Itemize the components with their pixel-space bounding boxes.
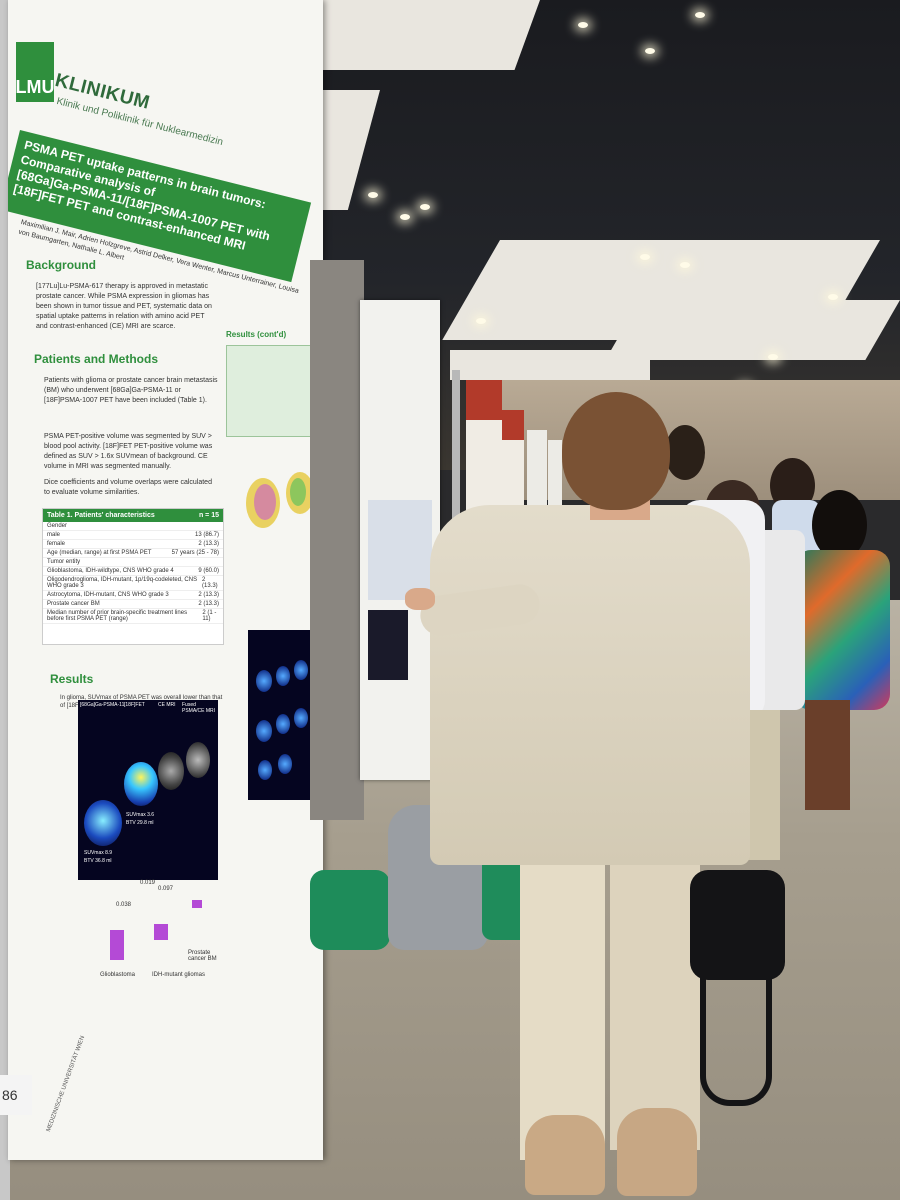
ceiling-light xyxy=(645,48,655,54)
table-header: Table 1. Patients' characteristics n = 1… xyxy=(43,509,223,522)
ceiling-light xyxy=(476,318,486,324)
box-plot-figure: 0.038 0.097 0.019 Glioblastoma IDH-mutan… xyxy=(100,880,217,978)
table-row: Prostate cancer BM 2 (13.3) xyxy=(43,600,223,609)
psma-scan xyxy=(84,800,122,846)
table-row: Age (median, range) at first PSMA PET 57 … xyxy=(43,549,223,558)
main-person-hand xyxy=(405,588,435,610)
person-woman-legs xyxy=(805,700,850,810)
person-white-shirt-pants xyxy=(745,710,780,860)
green-tote-bag xyxy=(310,870,390,950)
second-poster xyxy=(360,300,440,780)
ceiling-panel xyxy=(450,350,650,380)
results-right-column: Results (cont'd) xyxy=(226,330,318,630)
ceiling-light xyxy=(420,204,430,210)
venn-diagram-figure xyxy=(244,470,316,540)
poster-board-fabric xyxy=(310,260,364,820)
box-idh-mutant xyxy=(154,924,168,940)
ceiling-light xyxy=(400,214,410,220)
section-patients-methods: Patients and Methods xyxy=(34,352,159,366)
table-n: n = 15 xyxy=(198,512,219,519)
background-text: [177Lu]Lu-PSMA-617 therapy is approved i… xyxy=(36,283,212,330)
section-results: Results xyxy=(50,672,94,686)
ceiling-light xyxy=(695,12,705,18)
patients-table: Table 1. Patients' characteristics n = 1… xyxy=(42,508,224,645)
ceiling-light xyxy=(828,294,838,300)
table-row: Tumor entity xyxy=(43,558,223,567)
table-row: Gender xyxy=(43,522,223,531)
fused-scan xyxy=(186,742,210,778)
methods-text: Patients with glioma or prostate cancer … xyxy=(44,377,218,404)
ceiling-light xyxy=(680,262,690,268)
methods-text-3: Dice coefficients and volume overlaps we… xyxy=(44,479,212,496)
main-person-jacket xyxy=(430,505,750,865)
pet-scan-figure: [68Ga]Ga-PSMA-11 [18F]FET CE MRI Fused P… xyxy=(78,700,218,880)
table-row: Astrocytoma, IDH-mutant, CNS WHO grade 3… xyxy=(43,591,223,600)
section-background: Background xyxy=(26,258,97,272)
black-bag-strap xyxy=(700,960,772,1106)
main-person-head xyxy=(562,392,670,510)
table-row: Median number of prior brain-specific tr… xyxy=(43,609,223,624)
person-woman-head xyxy=(812,490,867,560)
results-table xyxy=(226,345,316,437)
table-row: male 13 (86.7) xyxy=(43,531,223,540)
lmu-logo: LMU xyxy=(16,42,55,102)
poster-board-edge xyxy=(0,0,10,1200)
main-poster: LMU KLINIKUM Klinik und Poliklinik für N… xyxy=(8,0,323,1160)
fet-scan xyxy=(124,762,158,806)
box-glioblastoma xyxy=(110,930,124,960)
main-person-shoe-right xyxy=(617,1108,697,1196)
main-person-pants-right xyxy=(610,860,700,1150)
main-person-pants-left xyxy=(520,860,605,1160)
mri-scan xyxy=(158,752,184,790)
table-row: Oligodendroglioma, IDH-mutant, 1p/19q-co… xyxy=(43,576,223,591)
methods-text-2: PSMA PET-positive volume was segmented b… xyxy=(44,433,213,470)
table-row: Glioblastoma, IDH-wildtype, CNS WHO grad… xyxy=(43,567,223,576)
ceiling-light xyxy=(768,354,778,360)
person-woman-dress xyxy=(795,550,890,710)
ceiling-light xyxy=(578,22,588,28)
table-row: female 2 (13.3) xyxy=(43,540,223,549)
box-prostate xyxy=(192,900,202,908)
university-footer: MEDIZINISCHE UNIVERSITÄT WIEN xyxy=(45,1035,87,1133)
pet-scan-grid xyxy=(248,630,318,800)
board-number: 86 xyxy=(0,1075,32,1115)
person-white-shirt-head xyxy=(665,425,705,480)
main-person-shoe-left xyxy=(525,1115,605,1195)
ceiling-light xyxy=(368,192,378,198)
ceiling-light xyxy=(640,254,650,260)
table-title: Table 1. Patients' characteristics xyxy=(47,512,155,519)
